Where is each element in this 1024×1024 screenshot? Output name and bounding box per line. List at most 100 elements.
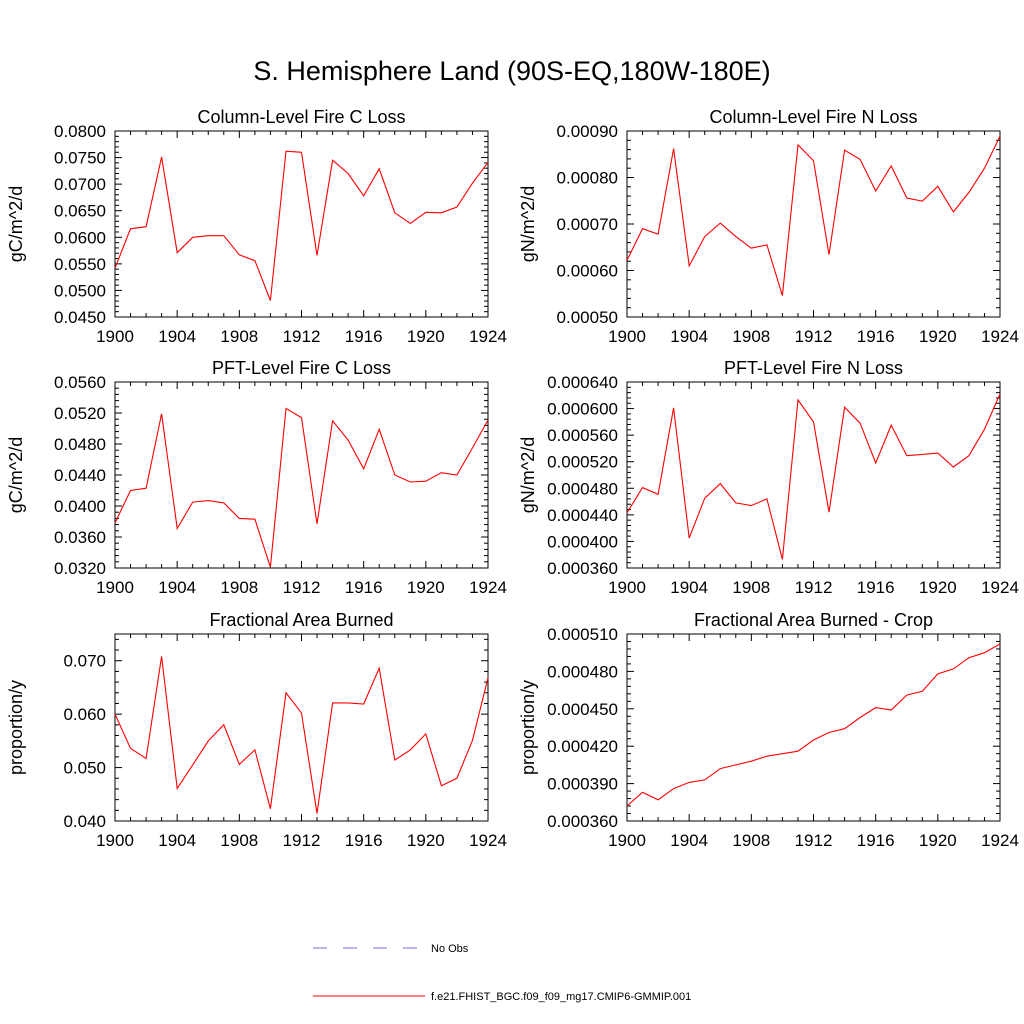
x-tick-label: 1924 [981,578,1019,597]
x-tick-label: 1912 [283,327,321,346]
x-tick-label: 1920 [919,578,957,597]
plot-frame-1 [114,130,489,318]
panel-title-3: PFT-Level Fire C Loss [212,358,391,378]
y-tick-label: 0.0600 [54,228,106,247]
y-axis-label-2: gN/m^2/d [518,186,538,262]
y-tick-label: 0.0520 [54,404,106,423]
x-tick-label: 1916 [345,578,383,597]
y-tick-label: 0.0440 [54,466,106,485]
y-tick-label: 0.0650 [54,202,106,221]
x-tick-label: 1916 [857,831,895,850]
y-tick-label: 0.000520 [547,453,618,472]
plot-frame-4 [626,381,1001,569]
x-tick-label: 1920 [407,578,445,597]
x-tick-label: 1920 [407,831,445,850]
y-axis-label-6: proportion/y [518,680,538,775]
x-tick-label: 1908 [732,578,770,597]
x-tick-label: 1912 [795,831,833,850]
panel-title-1: Column-Level Fire C Loss [197,107,405,127]
y-tick-label: 0.0360 [54,528,106,547]
plot-frame-5 [114,633,489,822]
x-tick-label: 1900 [608,831,646,850]
y-tick-label: 0.000450 [547,700,618,719]
series-line-2 [626,135,1001,296]
x-tick-label: 1904 [670,327,708,346]
y-tick-label: 0.0480 [54,435,106,454]
page-title: S. Hemisphere Land (90S-EQ,180W-180E) [253,56,771,86]
x-tick-label: 1904 [158,578,196,597]
plot-frame-2 [626,130,1001,318]
x-tick-label: 1912 [795,327,833,346]
x-tick-label: 1924 [981,327,1019,346]
y-tick-label: 0.000400 [547,532,618,551]
panel-title-5: Fractional Area Burned [209,610,393,630]
y-tick-label: 0.0500 [54,281,106,300]
x-tick-label: 1920 [919,327,957,346]
y-tick-label: 0.040 [63,812,106,831]
x-tick-label: 1908 [732,831,770,850]
y-tick-label: 0.000390 [547,775,618,794]
x-tick-label: 1920 [407,327,445,346]
x-tick-label: 1924 [469,578,507,597]
y-tick-label: 0.00080 [557,169,618,188]
y-axis-label-1: gC/m^2/d [6,186,26,262]
x-tick-label: 1912 [283,578,321,597]
y-tick-label: 0.000480 [547,479,618,498]
plot-frame-3 [114,381,489,569]
x-tick-label: 1924 [469,831,507,850]
series-line-6 [626,643,1001,807]
x-tick-label: 1912 [795,578,833,597]
x-tick-label: 1900 [608,578,646,597]
series-line-4 [626,393,1001,560]
panel-title-2: Column-Level Fire N Loss [709,107,917,127]
y-tick-label: 0.070 [63,652,106,671]
y-tick-label: 0.000510 [547,625,618,644]
x-tick-label: 1900 [96,831,134,850]
series-line-3 [114,407,489,568]
plot-frame-6 [626,633,1001,822]
y-tick-label: 0.000360 [547,559,618,578]
y-tick-label: 0.00070 [557,215,618,234]
x-tick-label: 1908 [732,327,770,346]
y-tick-label: 0.0550 [54,255,106,274]
x-tick-label: 1924 [981,831,1019,850]
x-tick-label: 1920 [919,831,957,850]
x-tick-label: 1908 [220,327,258,346]
x-tick-label: 1916 [857,578,895,597]
series-line-1 [114,150,489,301]
y-tick-label: 0.050 [63,759,106,778]
x-tick-label: 1904 [670,831,708,850]
y-tick-label: 0.000440 [547,506,618,525]
y-tick-label: 0.0560 [54,373,106,392]
y-tick-label: 0.000600 [547,400,618,419]
x-tick-label: 1912 [283,831,321,850]
y-tick-label: 0.0450 [54,308,106,327]
y-tick-label: 0.0700 [54,175,106,194]
x-tick-label: 1924 [469,327,507,346]
x-tick-label: 1916 [345,831,383,850]
legend-obs-label: No Obs [431,943,469,955]
y-tick-label: 0.0320 [54,559,106,578]
x-tick-label: 1900 [96,327,134,346]
legend-model-label: f.e21.FHIST_BGC.f09_f09_mg17.CMIP6-GMMIP… [431,991,691,1003]
y-tick-label: 0.0750 [54,149,106,168]
x-tick-label: 1900 [96,578,134,597]
x-tick-label: 1908 [220,831,258,850]
panel-title-6: Fractional Area Burned - Crop [694,610,933,630]
series-line-5 [114,656,489,814]
y-tick-label: 0.060 [63,705,106,724]
y-tick-label: 0.0400 [54,497,106,516]
y-axis-label-3: gC/m^2/d [6,437,26,513]
y-axis-label-5: proportion/y [6,680,26,775]
y-tick-label: 0.000640 [547,373,618,392]
y-axis-label-4: gN/m^2/d [518,437,538,513]
x-tick-label: 1916 [345,327,383,346]
y-tick-label: 0.000360 [547,812,618,831]
y-tick-label: 0.000560 [547,426,618,445]
x-tick-label: 1916 [857,327,895,346]
x-tick-label: 1908 [220,578,258,597]
panel-title-4: PFT-Level Fire N Loss [724,358,903,378]
y-tick-label: 0.00060 [557,262,618,281]
x-tick-label: 1904 [158,831,196,850]
